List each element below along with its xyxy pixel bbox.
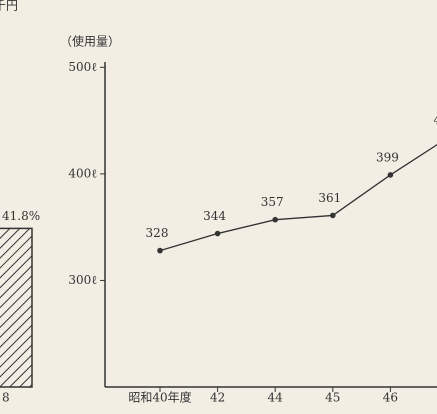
value-label: 357 bbox=[261, 195, 284, 209]
bar bbox=[0, 227, 33, 388]
y-tick-label: 500ℓ bbox=[68, 60, 97, 74]
value-label: 361 bbox=[318, 191, 341, 205]
y-tick-label: 300ℓ bbox=[68, 273, 97, 287]
value-label: 344 bbox=[203, 209, 226, 223]
x-tick-label: 46 bbox=[383, 391, 398, 405]
y-tick-label: 400ℓ bbox=[68, 166, 97, 180]
x-tick-label: 45 bbox=[325, 391, 340, 405]
y-axis-label: （使用量） bbox=[60, 34, 120, 49]
x-tick-label: 44 bbox=[268, 391, 284, 405]
point bbox=[387, 172, 394, 178]
value-label: 399 bbox=[376, 150, 399, 164]
point bbox=[330, 212, 336, 219]
value-label: 41.8% bbox=[2, 209, 40, 223]
x-tick-label: 昭和40年度 bbox=[128, 390, 191, 405]
point bbox=[157, 247, 163, 254]
point bbox=[214, 230, 221, 237]
value-label: 434 bbox=[434, 113, 437, 127]
y-axis-label: 千円 bbox=[0, 0, 18, 13]
x-tick-label: 42 bbox=[210, 391, 225, 405]
value-label: 328 bbox=[146, 226, 169, 240]
x-tick-label: 8 bbox=[2, 391, 10, 405]
line bbox=[159, 144, 437, 252]
point bbox=[272, 216, 279, 223]
